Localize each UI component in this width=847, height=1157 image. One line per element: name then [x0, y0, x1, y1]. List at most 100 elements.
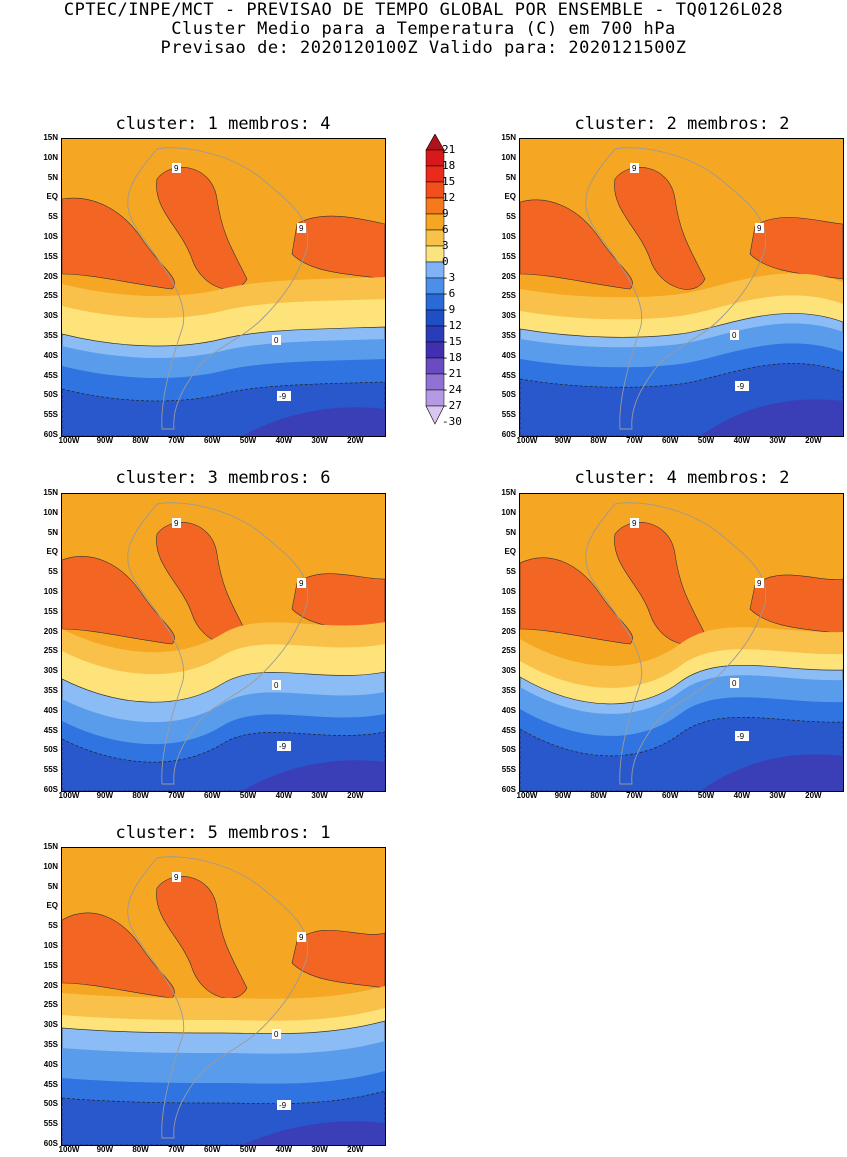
colorbar-tick-label: 15	[442, 175, 456, 188]
map-panel-cluster-4: 9 9 0 -9	[519, 493, 844, 792]
contour-label-0: 0	[272, 680, 281, 690]
lat-tick-label: 25S	[43, 646, 58, 656]
lat-tick-label: 40S	[501, 705, 516, 715]
svg-text:-9: -9	[279, 392, 287, 401]
lon-tick-label: 40W	[733, 791, 751, 800]
svg-text:9: 9	[632, 164, 637, 173]
lat-tick-label: 35S	[43, 331, 58, 340]
lon-tick-label: 40W	[275, 436, 293, 445]
lon-tick-label: 60W	[203, 791, 221, 800]
lon-tick-label: 20W	[805, 791, 822, 800]
lat-tick-label: EQ	[46, 547, 58, 557]
lat-tick-label: 10N	[43, 507, 58, 517]
lon-tick-label: 30W	[311, 791, 328, 800]
lon-tick-label: 70W	[168, 436, 185, 445]
lat-tick-label: 35S	[43, 686, 58, 695]
panel-title-1: cluster: 1 membros: 4	[115, 114, 331, 134]
colorbar-tick-label: 0	[442, 255, 449, 268]
lon-tick-label: 80W	[590, 436, 607, 445]
colorbar-tick-label: -27	[442, 399, 462, 412]
lat-tick-label: 20S	[43, 626, 58, 636]
lat-tick-label: 50S	[501, 745, 516, 755]
contour-map: 9 9 0 -9	[520, 139, 843, 436]
lat-tick-label: 30S	[43, 666, 58, 676]
lat-tick-label: 10N	[43, 152, 58, 162]
contour-map: 9 9 0 -9	[62, 139, 385, 436]
svg-text:0: 0	[732, 679, 737, 688]
lat-tick-label: 5S	[48, 921, 58, 931]
band-9-12-west	[62, 197, 175, 290]
contour-label-9: 9	[755, 223, 764, 233]
lat-tick-label: 15N	[501, 488, 516, 497]
lat-tick-label: 30S	[43, 1020, 58, 1030]
lat-tick-label: 35S	[501, 331, 516, 340]
contour-label-9: 9	[297, 223, 306, 233]
contour-label-minus9: -9	[277, 391, 291, 401]
svg-text:0: 0	[274, 681, 279, 690]
colorbar-legend: 21 18 15 12 9 6 3 0 -3 -6 -9 -12 -15 -18 -21 -24 -27 -30	[424, 133, 484, 440]
lat-tick-label: 50S	[501, 390, 516, 400]
lat-tick-label: 5N	[47, 881, 58, 891]
svg-text:9: 9	[174, 873, 179, 882]
colorbar-tick-label: -12	[442, 319, 462, 332]
contour-label-0: 0	[272, 1029, 281, 1039]
colorbar-tick-label: 9	[442, 207, 449, 220]
lat-tick-label: 10S	[43, 232, 58, 241]
lat-tick-label: 30S	[501, 311, 516, 321]
colorbar-swatches	[425, 133, 445, 425]
contour-map: 9 9 0 -9	[520, 494, 843, 791]
lat-tick-label: 5S	[48, 567, 58, 577]
lat-tick-label: 15S	[501, 606, 516, 616]
contour-label-9: 9	[755, 578, 764, 588]
svg-text:9: 9	[299, 933, 304, 942]
lon-tick-label: 60W	[661, 436, 679, 445]
lon-tick-label: 20W	[805, 436, 822, 445]
lon-tick-label: 50W	[239, 1145, 257, 1154]
lon-tick-label: 60W	[661, 791, 679, 800]
lon-tick-label: 40W	[275, 1145, 293, 1154]
lon-tick-label: 100W	[58, 1145, 80, 1154]
lat-tick-label: 15N	[43, 488, 58, 497]
svg-text:-9: -9	[279, 1101, 287, 1110]
lat-tick-label: 15S	[43, 606, 58, 616]
colorbar-tick-label: -6	[442, 287, 456, 300]
colorbar-tick-label: 21	[442, 143, 456, 156]
band-minus15-minus12	[242, 407, 385, 436]
panel-title-4: cluster: 4 membros: 2	[574, 468, 790, 488]
lon-tick-label: 30W	[769, 791, 786, 800]
band-9-12-west	[62, 912, 175, 999]
svg-text:9: 9	[632, 519, 637, 528]
band-9-12-west	[520, 199, 633, 290]
svg-text:9: 9	[299, 579, 304, 588]
lon-tick-label: 80W	[132, 1145, 149, 1154]
lon-tick-label: 100W	[58, 436, 80, 445]
colorbar-tick-label: 6	[442, 223, 449, 236]
coastline	[585, 502, 767, 785]
colorbar-tick-label: 12	[442, 191, 456, 204]
lon-tick-label: 90W	[96, 1145, 114, 1154]
svg-text:-9: -9	[737, 382, 745, 391]
map-panel-cluster-1: 9 9 0 -9	[61, 138, 386, 437]
band-9-12-atlantic	[749, 574, 843, 635]
colorbar-bottom-arrow	[425, 405, 445, 425]
lon-tick-label: 100W	[516, 791, 538, 800]
lon-tick-label: 70W	[168, 791, 185, 800]
svg-text:-9: -9	[279, 742, 287, 751]
contour-map: 9 9 0 -9	[62, 494, 385, 791]
lat-tick-label: 5N	[505, 527, 516, 537]
colorbar-tick-label: -21	[442, 367, 462, 380]
lon-tick-label: 70W	[168, 1145, 185, 1154]
lat-tick-label: 15S	[43, 960, 58, 970]
band-9-12-west	[62, 556, 175, 645]
panel-title-5: cluster: 5 membros: 1	[115, 823, 331, 843]
lat-tick-label: 45S	[43, 1079, 58, 1089]
lat-tick-label: 35S	[43, 1040, 58, 1049]
svg-text:0: 0	[274, 1030, 279, 1039]
contour-label-9: 9	[297, 578, 306, 588]
lat-tick-label: 30S	[43, 311, 58, 321]
contour-map: 9 9 0 -9	[62, 848, 385, 1145]
coastline	[127, 502, 309, 785]
lat-tick-label: 30S	[501, 666, 516, 676]
lat-tick-label: 5S	[48, 212, 58, 222]
contour-label-9: 9	[172, 518, 181, 528]
